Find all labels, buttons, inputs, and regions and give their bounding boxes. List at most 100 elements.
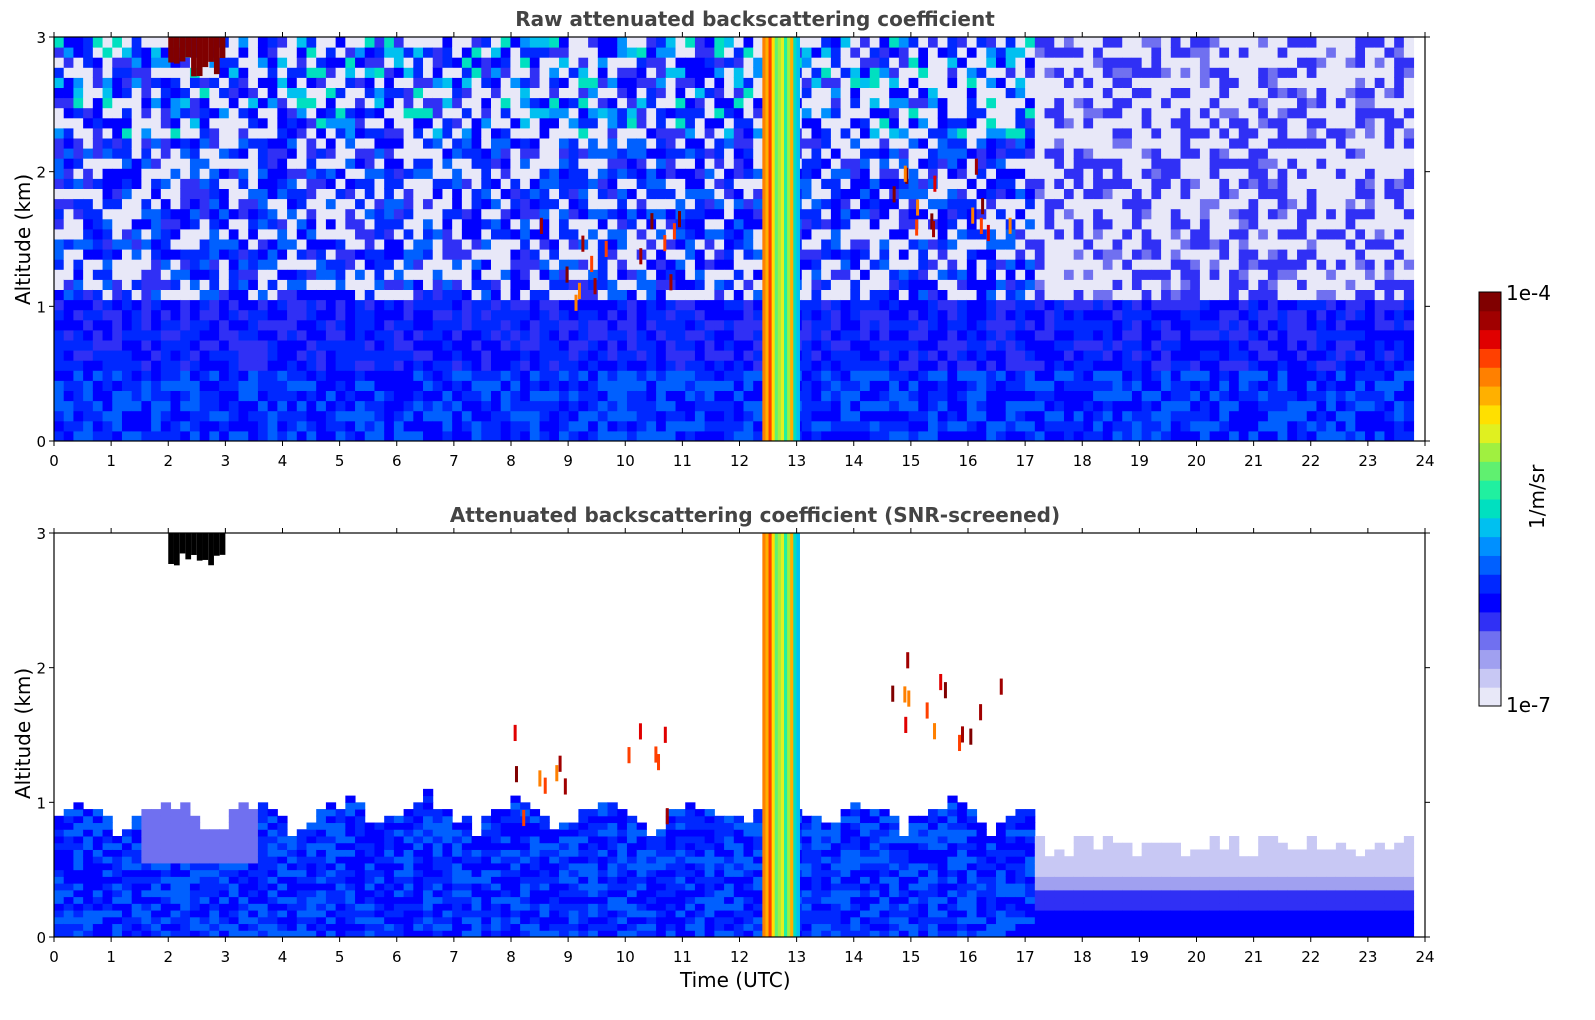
raw-cell [1083, 239, 1094, 250]
raw-cell [277, 289, 288, 301]
raw-cell [209, 148, 220, 159]
raw-cell [413, 390, 424, 402]
raw-cell [442, 77, 453, 88]
raw-cell [908, 127, 919, 139]
raw-cell [995, 380, 1007, 391]
raw-cell [685, 148, 696, 159]
raw-cell [626, 87, 638, 99]
raw-cell [578, 390, 589, 402]
raw-cell [491, 299, 502, 311]
raw-cell [830, 410, 842, 422]
raw-cell [724, 410, 735, 422]
raw-cell [121, 430, 133, 442]
panel1-heatmap [54, 37, 1415, 442]
raw-cell [636, 410, 647, 422]
raw-cell [1131, 87, 1143, 99]
raw-cell [316, 279, 327, 290]
raw-cell [248, 87, 259, 99]
raw-cell [180, 218, 191, 230]
raw-cell [1015, 168, 1026, 179]
raw-cell [1248, 259, 1259, 270]
raw-cell [510, 57, 521, 68]
raw-cell [228, 107, 240, 119]
raw-cell [248, 188, 259, 200]
raw-cell [180, 380, 191, 391]
raw-cell [180, 97, 191, 109]
raw-cell [423, 400, 434, 412]
raw-cell [898, 309, 910, 321]
raw-cell [714, 117, 725, 129]
raw-cell [1112, 168, 1123, 179]
raw-cell [500, 168, 511, 179]
raw-cell [131, 279, 142, 290]
raw-cell [248, 228, 259, 240]
raw-cell [180, 67, 191, 78]
raw-cell [83, 390, 94, 402]
raw-cell [1112, 360, 1123, 371]
raw-cell [597, 228, 609, 240]
raw-cell [442, 37, 453, 48]
raw-cell [976, 249, 987, 260]
raw-cell [413, 97, 424, 109]
raw-cell [393, 218, 405, 230]
raw-cell [461, 107, 473, 119]
raw-cell [539, 47, 550, 58]
raw-cell [1044, 117, 1055, 129]
raw-cell [355, 67, 366, 78]
raw-cell [704, 168, 715, 179]
raw-cell [626, 208, 638, 220]
raw-cell [714, 420, 725, 432]
raw-cell [403, 67, 414, 78]
raw-cell [928, 127, 939, 139]
raw-cell [267, 47, 278, 58]
raw-cell [850, 400, 861, 412]
raw-cell [588, 218, 599, 230]
raw-cell [986, 168, 997, 179]
raw-cell [384, 340, 395, 351]
raw-cell [1151, 37, 1162, 48]
raw-cell [170, 309, 181, 321]
raw-cell [248, 259, 259, 270]
raw-cell [966, 138, 978, 149]
raw-cell [1093, 168, 1104, 179]
raw-cell [918, 37, 929, 48]
raw-cell [287, 380, 298, 391]
raw-cell [1180, 138, 1191, 149]
raw-cell [160, 148, 172, 159]
raw-cell [1141, 77, 1152, 88]
raw-cell [539, 360, 550, 371]
raw-cell [180, 87, 191, 99]
raw-cell [1248, 329, 1259, 341]
raw-cell [714, 57, 725, 68]
raw-cell [520, 259, 531, 270]
raw-cell [403, 208, 414, 220]
raw-cell [160, 319, 172, 331]
raw-cell [199, 178, 210, 189]
raw-cell [355, 117, 366, 129]
raw-cell [724, 208, 735, 220]
raw-cell [1093, 370, 1104, 381]
raw-cell [1209, 37, 1220, 48]
raw-cell [656, 259, 667, 270]
raw-cell [1141, 380, 1152, 391]
raw-cell [578, 127, 589, 139]
raw-cell [607, 390, 618, 402]
raw-cell [257, 410, 269, 422]
raw-cell [1015, 299, 1026, 311]
raw-cell [442, 47, 453, 58]
raw-cell [345, 77, 356, 88]
raw-cell [1083, 218, 1094, 230]
raw-cell [121, 289, 133, 301]
raw-cell [898, 380, 910, 391]
raw-cell [1044, 249, 1055, 260]
raw-cell [694, 168, 706, 179]
raw-cell [986, 340, 997, 351]
raw-cell [1141, 188, 1152, 200]
raw-cell [393, 430, 405, 442]
raw-cell [1112, 420, 1123, 432]
raw-cell [257, 360, 269, 371]
raw-cell [102, 208, 113, 220]
raw-cell [1170, 400, 1182, 412]
raw-cell [1180, 77, 1191, 88]
raw-cell [976, 360, 987, 371]
